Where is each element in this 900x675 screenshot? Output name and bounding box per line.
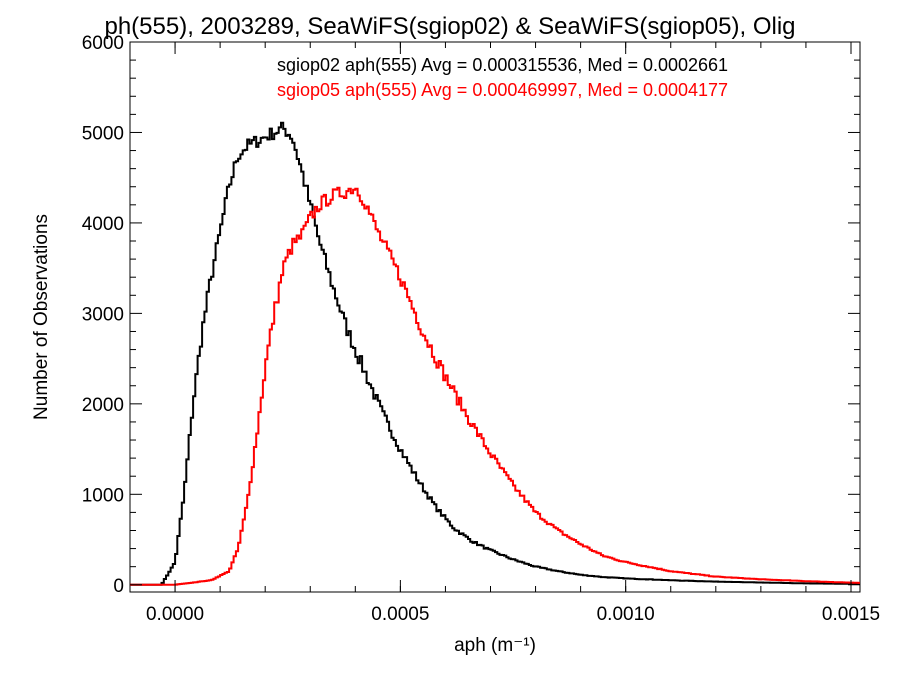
y-tick-label: 5000 bbox=[82, 123, 124, 144]
plot-frame bbox=[129, 41, 861, 593]
x-axis-label: aph (m⁻¹) bbox=[454, 635, 536, 656]
y-axis-label: Number of Observations bbox=[31, 214, 52, 420]
y-tick-label: 1000 bbox=[82, 485, 124, 506]
series-layer bbox=[130, 121, 860, 586]
legend-annotation-sgiop05: sgiop05 aph(555) Avg = 0.000469997, Med … bbox=[277, 80, 728, 100]
chart-title: ph(555), 2003289, SeaWiFS(sgiop02) & Sea… bbox=[104, 13, 795, 40]
y-tick-label: 2000 bbox=[82, 395, 124, 416]
histogram-series-0 bbox=[130, 121, 860, 586]
y-tick-label: 3000 bbox=[82, 304, 124, 325]
histogram-series-1 bbox=[130, 186, 860, 586]
x-tick-label: 0.0005 bbox=[371, 604, 429, 625]
legend-annotation-sgiop02: sgiop02 aph(555) Avg = 0.000315536, Med … bbox=[277, 55, 728, 75]
y-axis: 0 1000 2000 3000 4000 5000 6000 bbox=[82, 33, 860, 597]
y-tick-label: 0 bbox=[113, 576, 124, 597]
x-tick-label: 0.0015 bbox=[822, 604, 880, 625]
y-tick-label: 6000 bbox=[82, 33, 124, 54]
x-axis: 0.0000 0.0005 0.0010 0.0015 bbox=[129, 42, 880, 625]
y-tick-label: 4000 bbox=[82, 214, 124, 235]
x-tick-label: 0.0000 bbox=[146, 604, 204, 625]
x-tick-label: 0.0010 bbox=[597, 604, 655, 625]
